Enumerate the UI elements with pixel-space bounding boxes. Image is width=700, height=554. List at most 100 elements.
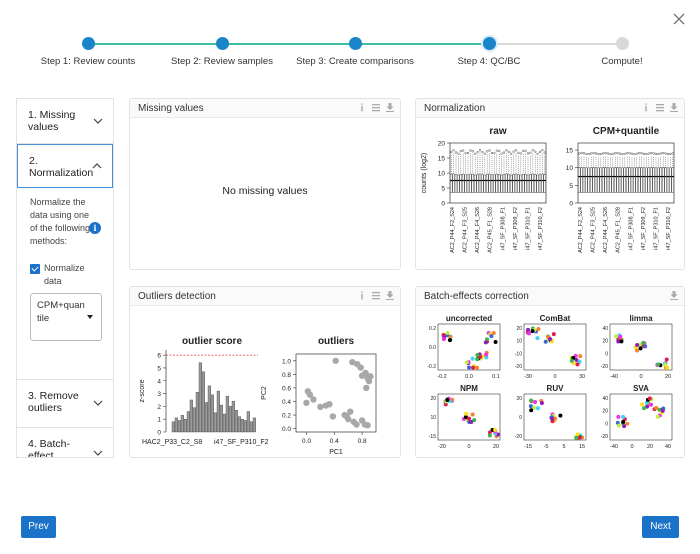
chart-title: outliers <box>318 336 355 347</box>
tick-label: 0.1 <box>492 374 500 380</box>
box-outlier <box>645 152 648 156</box>
box-outlier <box>519 152 522 155</box>
tick-label: 0.0 <box>282 426 291 433</box>
tick-label: 4 <box>157 378 161 385</box>
batch-point <box>647 396 652 401</box>
batch-point <box>543 339 548 344</box>
chart-title: outlier score <box>182 336 242 347</box>
step-connector <box>88 43 488 45</box>
box-outlier <box>640 152 643 155</box>
menu-icon[interactable] <box>656 103 664 112</box>
download-icon[interactable] <box>386 291 394 300</box>
box <box>474 174 477 193</box>
download-icon[interactable] <box>386 103 394 112</box>
batch-point <box>616 339 621 344</box>
box-outlier <box>650 151 653 155</box>
box <box>638 167 641 193</box>
box-outlier <box>488 149 491 152</box>
tick-label: -10 <box>515 351 522 357</box>
stepper: Step 1: Review counts Step 2: Review sam… <box>0 0 700 80</box>
step-1[interactable]: Step 1: Review counts <box>18 37 158 67</box>
panel-toolbar <box>670 291 678 300</box>
step-dot <box>215 37 229 50</box>
step-4[interactable]: Step 4: QC/BC <box>419 37 559 67</box>
box-outlier <box>459 150 462 153</box>
download-icon[interactable] <box>670 291 678 300</box>
close-icon[interactable] <box>672 12 686 26</box>
prev-button[interactable]: Prev <box>21 516 56 538</box>
tick-label: 10 <box>516 339 522 345</box>
sample-label: AC2_P44_F2_S24 <box>450 207 456 253</box>
accordion-batch-effect[interactable]: 4. Batch-effect <box>17 428 113 457</box>
tick-label: 0 <box>605 351 608 357</box>
step-3[interactable]: Step 3: Create comparisons <box>285 37 425 67</box>
panel-missing-values: Missing values No missing values <box>129 98 401 270</box>
accordion-normalization[interactable]: 2. Normalization <box>17 144 113 188</box>
download-icon[interactable] <box>670 103 678 112</box>
step-5[interactable]: Compute! <box>552 37 692 67</box>
accordion-missing-values[interactable]: 1. Missing values <box>17 99 113 144</box>
batch-point <box>530 329 535 334</box>
tick-label: 0.0 <box>302 438 311 445</box>
menu-icon[interactable] <box>372 103 380 112</box>
box-outlier <box>669 152 672 156</box>
info-icon[interactable] <box>358 291 366 300</box>
box-outlier <box>587 152 590 156</box>
box-outlier <box>478 149 482 152</box>
score-bar <box>183 419 187 433</box>
accordion-remove-outliers[interactable]: 3. Remove outliers <box>17 380 113 428</box>
normalization-description: Normalize the data using one of the foll… <box>30 197 91 246</box>
box-outlier <box>606 152 610 155</box>
menu-icon[interactable] <box>372 291 380 300</box>
step-label: Compute! <box>601 56 643 67</box>
info-icon[interactable]: i <box>89 222 101 234</box>
box <box>650 167 653 193</box>
box <box>626 167 629 193</box>
normalization-method-select[interactable]: CPM+quantile <box>30 293 102 341</box>
tick-label: 0.8 <box>282 372 291 379</box>
panel-header: Normalization <box>416 99 684 118</box>
box-outlier <box>524 149 527 152</box>
sample-label: i47_SF_P310_F2 <box>666 207 672 250</box>
tick-label: -20 <box>438 444 446 450</box>
step-2[interactable]: Step 2: Review samples <box>152 37 292 67</box>
box <box>594 167 598 193</box>
score-bar <box>225 395 229 433</box>
batch-point <box>548 337 553 342</box>
sample-label: i47_SF_P308_F1 <box>628 207 634 250</box>
normalize-checkbox[interactable] <box>30 264 40 274</box>
scatter-point <box>329 413 337 420</box>
scatter-point <box>326 400 333 408</box>
info-icon[interactable] <box>642 103 650 112</box>
box <box>524 173 527 193</box>
plot-frame <box>295 353 377 433</box>
batch-point <box>577 435 582 440</box>
box <box>623 167 626 193</box>
tick-label: 40 <box>665 444 671 450</box>
tick-label: 10 <box>438 171 446 178</box>
box-outlier <box>647 152 650 155</box>
box <box>457 174 460 193</box>
box-outlier <box>541 149 544 152</box>
panel-title: Outliers detection <box>138 291 216 302</box>
box <box>495 173 498 193</box>
box <box>502 174 506 193</box>
score-bar <box>213 412 217 433</box>
panel-header: Outliers detection <box>130 287 400 306</box>
box-outlier <box>517 151 520 154</box>
step-label: Step 4: QC/BC <box>457 56 521 67</box>
batch-point <box>622 424 627 429</box>
box <box>522 173 525 193</box>
box-outlier <box>666 152 670 156</box>
score-bar <box>207 385 211 433</box>
score-bar <box>231 401 235 433</box>
info-icon[interactable] <box>358 103 366 112</box>
tick-label: -20 <box>515 434 522 440</box>
normalize-checkbox-row[interactable]: Normalize data <box>30 262 103 288</box>
next-button[interactable]: Next <box>642 516 679 538</box>
box <box>590 167 593 193</box>
box <box>609 167 612 193</box>
box-outlier <box>671 152 674 155</box>
chevron-down-icon <box>93 450 103 456</box>
box-outlier <box>483 152 486 155</box>
